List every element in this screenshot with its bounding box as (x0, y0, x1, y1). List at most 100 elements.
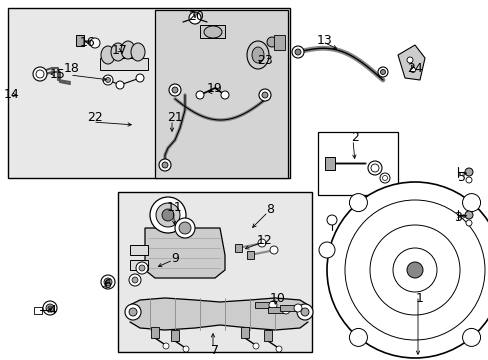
Text: 21: 21 (167, 112, 183, 125)
Circle shape (269, 246, 278, 254)
Circle shape (196, 91, 203, 99)
Circle shape (291, 46, 304, 58)
Circle shape (262, 92, 267, 98)
Circle shape (150, 197, 185, 233)
Ellipse shape (101, 46, 115, 64)
Bar (235, 244, 242, 252)
Ellipse shape (203, 26, 222, 38)
Bar (130, 245, 148, 255)
Circle shape (326, 215, 336, 225)
Bar (241, 327, 248, 338)
Circle shape (129, 308, 137, 316)
Bar (273, 35, 285, 50)
Circle shape (172, 87, 178, 93)
Circle shape (104, 278, 112, 286)
Circle shape (406, 57, 412, 63)
Circle shape (380, 69, 385, 75)
Text: 16: 16 (80, 36, 96, 49)
Ellipse shape (131, 43, 145, 61)
Text: 3: 3 (453, 211, 461, 225)
Circle shape (266, 37, 276, 47)
Circle shape (464, 211, 472, 219)
Circle shape (462, 194, 480, 212)
Circle shape (116, 81, 124, 89)
Circle shape (379, 173, 389, 183)
Text: 1: 1 (415, 292, 423, 305)
Circle shape (367, 161, 381, 175)
Polygon shape (145, 228, 224, 278)
Circle shape (406, 262, 422, 278)
Polygon shape (397, 45, 424, 80)
Text: 19: 19 (207, 81, 223, 94)
Ellipse shape (121, 41, 135, 59)
Text: 10: 10 (269, 292, 285, 305)
Circle shape (258, 239, 265, 247)
Text: 8: 8 (265, 203, 273, 216)
Circle shape (349, 194, 366, 212)
Text: 4: 4 (48, 303, 56, 316)
Circle shape (465, 177, 471, 183)
Circle shape (156, 203, 180, 227)
Text: 14: 14 (4, 89, 20, 102)
Circle shape (349, 328, 366, 346)
Text: 24: 24 (407, 62, 422, 75)
Circle shape (259, 89, 270, 101)
Circle shape (136, 262, 148, 274)
Circle shape (139, 265, 145, 271)
Circle shape (125, 304, 141, 320)
Bar (8, 8, 289, 178)
Circle shape (179, 222, 191, 234)
Text: 2: 2 (350, 131, 358, 144)
Circle shape (46, 304, 54, 312)
Circle shape (162, 162, 168, 168)
Circle shape (294, 49, 301, 55)
Bar (171, 330, 179, 341)
Circle shape (409, 68, 415, 72)
Text: 6: 6 (103, 279, 111, 292)
Bar (200, 25, 224, 38)
Circle shape (189, 12, 201, 24)
Circle shape (129, 274, 141, 286)
Circle shape (101, 275, 115, 289)
Text: 5: 5 (457, 171, 465, 184)
Circle shape (132, 277, 138, 283)
Circle shape (282, 306, 289, 314)
Bar (100, 58, 148, 70)
Bar (325, 157, 334, 170)
Bar (317, 132, 397, 195)
Text: 11: 11 (167, 202, 183, 215)
Text: 13: 13 (317, 33, 332, 46)
Bar (34, 307, 42, 314)
Bar (264, 330, 271, 341)
Circle shape (252, 343, 259, 349)
Circle shape (159, 159, 171, 171)
Text: 18: 18 (64, 62, 80, 75)
Circle shape (301, 308, 308, 316)
Circle shape (318, 242, 334, 258)
Bar (130, 260, 148, 270)
Text: 17: 17 (112, 44, 128, 57)
Circle shape (293, 304, 302, 312)
Circle shape (296, 304, 312, 320)
Bar (267, 307, 285, 313)
Ellipse shape (246, 41, 268, 69)
Bar (76, 35, 84, 46)
Circle shape (163, 343, 169, 349)
Circle shape (465, 220, 471, 226)
Circle shape (183, 346, 189, 352)
Circle shape (275, 346, 282, 352)
Circle shape (103, 75, 113, 85)
Bar (280, 305, 297, 311)
Bar (246, 251, 253, 259)
Circle shape (326, 182, 488, 358)
Circle shape (90, 38, 100, 48)
Text: 20: 20 (188, 9, 203, 22)
Text: 15: 15 (50, 68, 66, 81)
Circle shape (43, 301, 57, 315)
Circle shape (377, 67, 387, 77)
Polygon shape (130, 298, 307, 330)
Circle shape (105, 77, 110, 82)
Circle shape (106, 280, 110, 284)
Circle shape (175, 218, 195, 238)
Text: 12: 12 (257, 234, 272, 247)
